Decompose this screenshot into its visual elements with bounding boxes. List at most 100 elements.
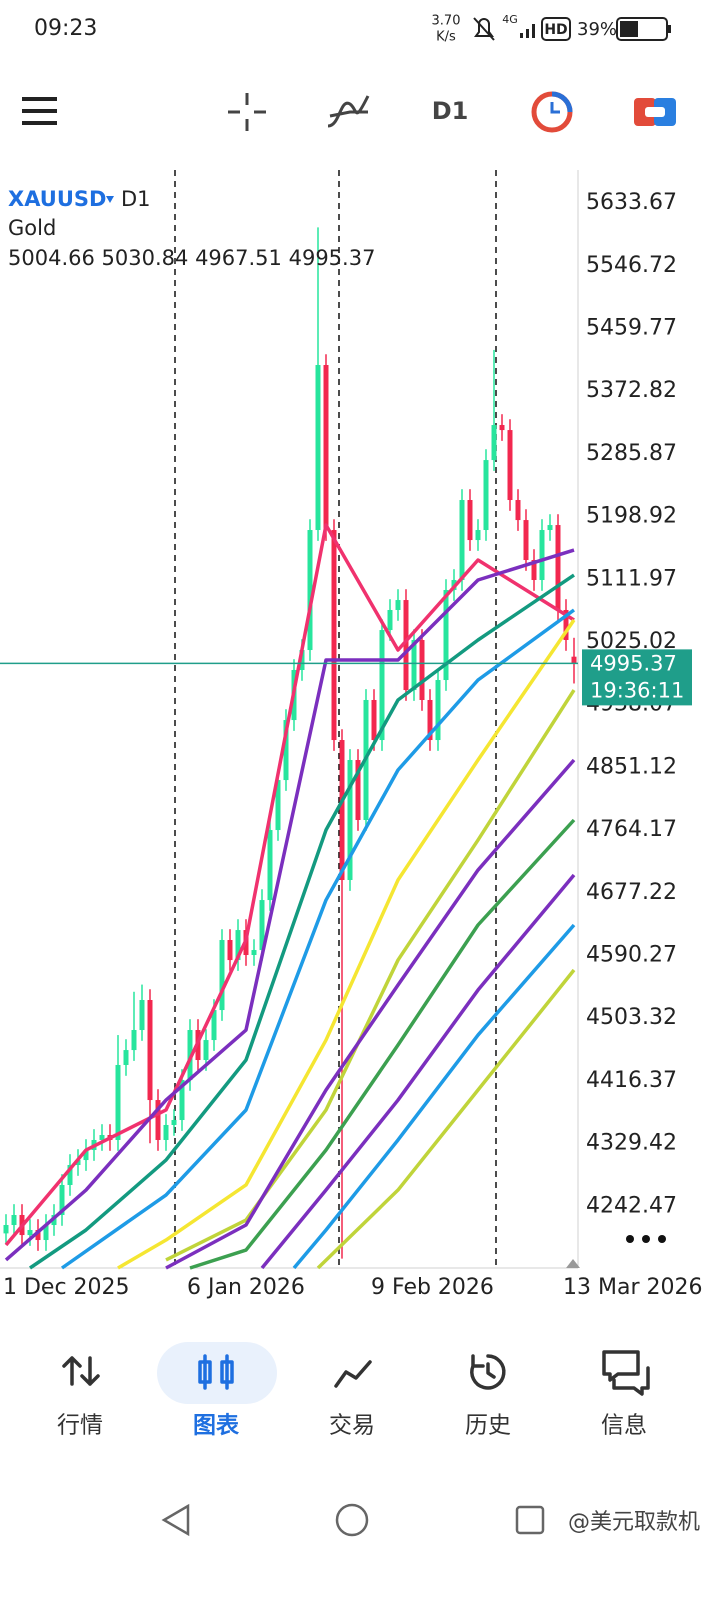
candle-body <box>435 680 441 741</box>
candle-body <box>43 1225 49 1241</box>
candle-body <box>27 1229 33 1236</box>
candle-body <box>147 1000 153 1101</box>
candle-body <box>171 1120 177 1125</box>
candle-body <box>67 1165 73 1185</box>
clock-button[interactable] <box>531 91 573 133</box>
candle-body <box>467 500 473 541</box>
candle-body <box>523 520 529 561</box>
candle-body <box>75 1160 81 1166</box>
candle-body <box>315 365 321 531</box>
candle-body <box>203 1040 209 1061</box>
candle-body <box>11 1214 17 1226</box>
moving-average <box>4 523 575 1247</box>
moving-average <box>4 548 575 1262</box>
candle-body <box>403 600 409 691</box>
y-tick-label: 5372.82 <box>586 378 677 403</box>
x-tick-label: 6 Jan 2026 <box>187 1275 305 1300</box>
candle-body <box>483 460 489 531</box>
nav-icon <box>470 1354 506 1390</box>
home-button[interactable] <box>335 1503 369 1537</box>
candle-body <box>35 1229 41 1241</box>
crosshair-button[interactable] <box>228 93 266 131</box>
candle-body <box>227 940 233 961</box>
nav-icon <box>334 1360 372 1388</box>
nav-label: 交易 <box>329 1413 375 1439</box>
candle-body <box>307 530 313 651</box>
y-tick-label: 5198.92 <box>586 504 677 529</box>
y-tick-label: 4503.32 <box>586 1005 677 1030</box>
candle-body <box>387 609 393 631</box>
status-time: 09:23 <box>34 16 97 41</box>
nav-tab[interactable]: 历史 <box>465 1354 511 1439</box>
menu-button[interactable] <box>22 97 57 125</box>
candle-body <box>251 950 257 956</box>
recents-button[interactable] <box>515 1505 545 1535</box>
candle-body <box>283 720 289 781</box>
x-tick-label: 13 Mar 2026 <box>563 1275 702 1300</box>
candle-body <box>331 530 337 741</box>
candle-body <box>235 930 241 961</box>
battery-icon <box>616 17 671 41</box>
moving-average <box>165 758 576 1270</box>
y-tick-label: 4764.17 <box>586 817 677 842</box>
candle-body <box>539 530 545 580</box>
candle-body <box>267 830 273 901</box>
candle-body <box>499 425 505 431</box>
moving-average <box>60 608 576 1270</box>
ohlc: 5004.66 5030.84 4967.51 4995.37 <box>8 246 375 270</box>
nav-tab[interactable]: 信息 <box>601 1350 650 1439</box>
mute-icon <box>473 17 495 41</box>
ohlc-open: 5004.66 <box>8 246 95 270</box>
moving-average <box>260 873 576 1270</box>
candle-body <box>347 759 353 881</box>
chart-timeframe: D1 <box>121 187 151 211</box>
candle-body <box>355 759 361 821</box>
y-tick-label: 5285.87 <box>586 441 677 466</box>
candle-body <box>571 656 577 664</box>
nav-icon <box>602 1350 650 1396</box>
price-tag <box>582 649 692 706</box>
symbol[interactable]: XAUUSD <box>8 187 106 211</box>
candle-body <box>555 525 561 610</box>
y-tick-label: 4329.42 <box>586 1131 677 1156</box>
more-button[interactable] <box>626 1235 666 1243</box>
watermark: @美元取款机 <box>568 1510 700 1535</box>
nav-tab[interactable]: 交易 <box>329 1360 375 1439</box>
price-tag-countdown: 19:36:11 <box>590 678 684 702</box>
net-speed: 3.70 <box>432 14 461 29</box>
network: 4G <box>502 13 518 26</box>
moving-average <box>189 818 576 1270</box>
nav-tab[interactable]: 图表 <box>193 1354 240 1439</box>
candle-body <box>219 940 225 1011</box>
candle-body <box>515 500 521 521</box>
back-button[interactable] <box>161 1503 190 1537</box>
net-unit: K/s <box>436 30 456 45</box>
battery-text: 39% <box>577 19 617 40</box>
y-tick-label: 5633.67 <box>586 190 677 215</box>
moving-average <box>316 968 576 1270</box>
candle-body <box>99 1135 105 1140</box>
candle-body <box>475 530 481 541</box>
moving-average <box>292 923 576 1270</box>
candle-body <box>211 1010 217 1041</box>
nav-label: 行情 <box>57 1413 103 1439</box>
ohlc-high: 5030.84 <box>102 246 189 270</box>
indicators-button[interactable] <box>327 95 370 128</box>
nav-tab[interactable]: 行情 <box>57 1356 103 1439</box>
y-tick-label: 4590.27 <box>586 943 677 968</box>
candle-body <box>563 609 569 640</box>
candle-body <box>163 1124 169 1140</box>
nav-icon <box>198 1354 234 1390</box>
candle-body <box>531 560 537 580</box>
candle-body <box>419 639 425 700</box>
candle-body <box>155 1100 161 1140</box>
candle-body <box>443 590 449 681</box>
trade-button[interactable] <box>634 98 676 126</box>
price-tag-value: 4995.37 <box>590 651 677 675</box>
symbol-dropdown[interactable] <box>106 196 114 203</box>
candle-body <box>427 699 433 741</box>
timeframe-button[interactable]: D1 <box>432 97 469 125</box>
candle-body <box>259 900 265 951</box>
